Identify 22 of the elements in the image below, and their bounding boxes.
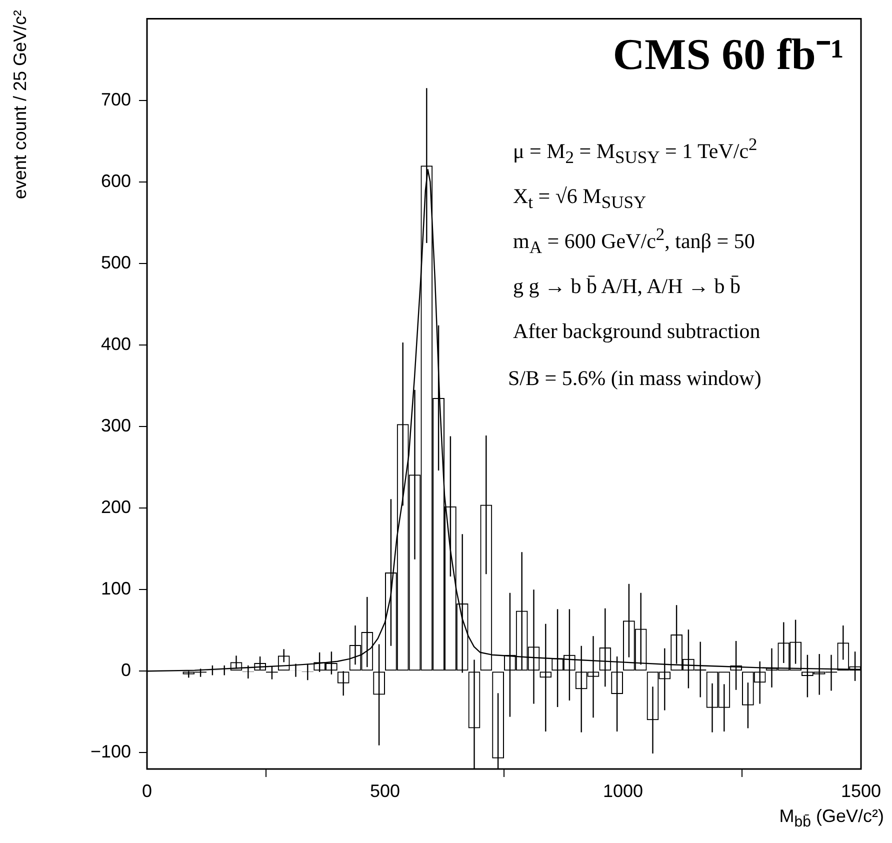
annotation: X$_{t}$ = √6 M$_{SUSY}$ xyxy=(513,183,646,212)
annotation: m$_{A}$ = 600 GeV/c$^{2}$, tanβ = 50 xyxy=(513,224,755,258)
y-tick-label: 200 xyxy=(100,497,131,518)
x-axis-title: M$_{bb̄}$ (GeV/c²) xyxy=(779,806,884,831)
x-tick-label: 1000 xyxy=(602,780,644,801)
y-tick-label: 500 xyxy=(100,252,131,272)
x-tick-label: 1500 xyxy=(840,780,882,801)
x-tick-label: 0 xyxy=(142,780,152,801)
y-tick-label: 0 xyxy=(120,660,131,680)
y-tick-label: 100 xyxy=(100,578,131,599)
y-tick-label: 600 xyxy=(100,170,131,191)
annotation: g g → b b̄ A/H, A/H → b b̄ xyxy=(513,273,741,299)
annotation: S/B = 5.6% (in mass window) xyxy=(508,365,762,391)
chart-title: CMS 60 fb⁻¹ xyxy=(612,29,844,81)
annotation: μ = M$_{2}$ = M$_{SUSY}$ = 1 TeV/c$^{2}$ xyxy=(513,134,758,168)
y-axis-title: event count / 25 GeV/c² xyxy=(10,10,31,200)
y-tick-label: −100 xyxy=(90,742,131,762)
y-tick-label: 300 xyxy=(100,415,131,436)
y-tick-label: 700 xyxy=(100,89,131,110)
annotation: After background subtraction xyxy=(513,318,760,344)
y-tick-label: 400 xyxy=(100,334,131,354)
x-tick-label: 500 xyxy=(370,780,400,801)
